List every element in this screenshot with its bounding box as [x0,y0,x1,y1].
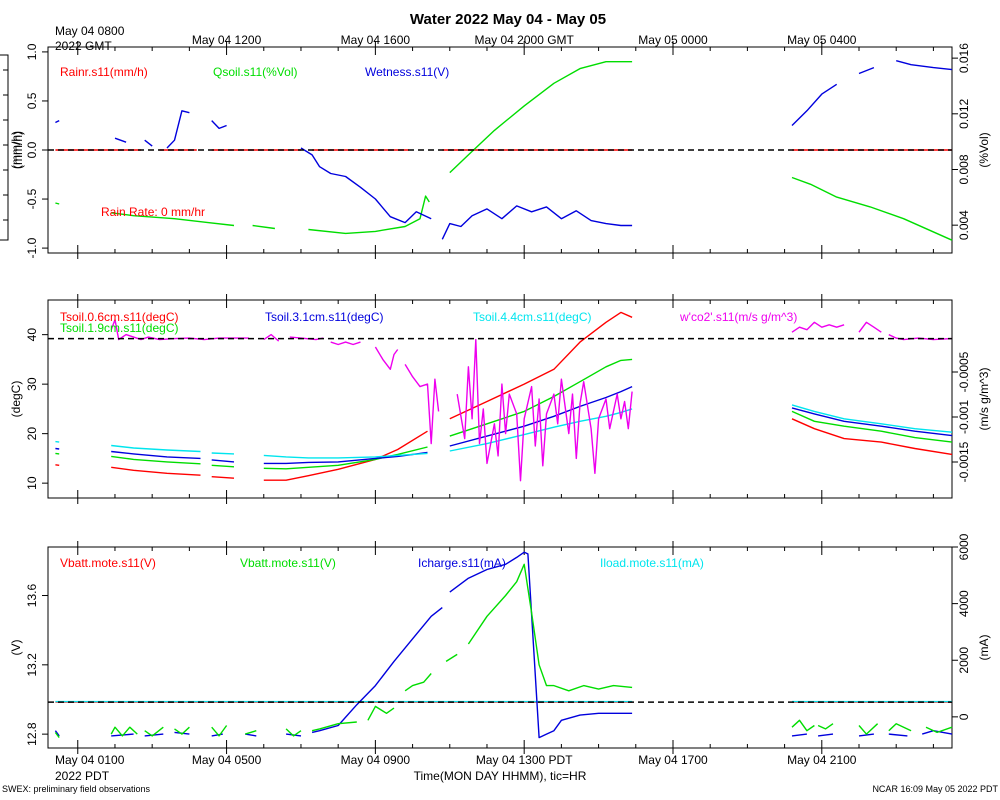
y-tick-label-right: 0.012 [957,98,971,128]
legend-entry: Icharge.s11(mA) [418,556,506,570]
y-axis-label-right: (mA) [977,635,991,661]
y-tick-label-left: 13.6 [25,584,39,608]
legend-entry: Iload.mote.s11(mA) [600,556,704,570]
panel-2-frame [47,299,953,499]
y-tick-label-left: 10 [25,476,39,490]
y-tick-label-left: 12.8 [25,722,39,746]
top-time-label: May 04 2000 GMT [474,33,574,47]
y-tick-label-right: 0 [957,713,971,720]
bottom-time-first-sub: 2022 PDT [55,769,110,783]
bottom-time-label: May 04 0500 [192,753,262,767]
bottom-time-label: May 04 1700 [638,753,708,767]
series-line [55,60,953,240]
y-tick-label-right: 0.008 [957,154,971,184]
bottom-time-label: May 04 2100 [787,753,857,767]
chart-title: Water 2022 May 04 - May 05 [410,11,606,28]
y-tick-label-left: -1.0 [25,237,39,258]
series-line [55,61,953,241]
y-tick-label-right: 0.004 [957,210,971,240]
y-tick-label-left: 1.0 [25,43,39,60]
y-tick-label-left: 0.0 [25,141,39,158]
y-tick-label-right: 6000 [957,533,971,560]
y-tick-label-right: 0.016 [957,43,971,73]
series-line [55,358,953,470]
y-axis-label-right: (m/s g/m^3) [977,368,991,431]
top-time-label: May 04 1600 [341,33,411,47]
series-line [54,563,953,739]
legend-entry: Qsoil.s11(%Vol) [213,65,297,79]
left-edge-frame [0,54,9,241]
y-tick-label-left: -0.5 [25,188,39,209]
footer-right: NCAR 16:09 May 05 2022 PDT [872,784,998,794]
series-line [55,311,953,481]
rain-rate-annotation: Rain Rate: 0 mm/hr [101,205,205,219]
legend-entry: w'co2'.s11(m/s g/m^3) [679,310,797,324]
series-line [55,404,953,459]
top-time-first-sub: 2022 GMT [55,39,112,53]
footer-left: SWEX: preliminary field observations [2,784,151,794]
y-axis-label-left: (degC) [9,381,23,418]
y-tick-label-right: -0.001 [957,400,971,434]
y-tick-label-right: 4000 [957,590,971,617]
legend-entry: Tsoil.0.6cm.s11(degC) [60,310,179,324]
y-axis-label-right: (%Vol) [977,132,991,167]
top-time-label: May 04 1200 [192,33,262,47]
top-time-first-label: May 04 0800 [55,24,125,38]
x-axis-label: Time(MON DAY HHMM), tic=HR [414,769,587,783]
top-time-label: May 05 0400 [787,33,857,47]
left-edge-label: (mm/h) [11,131,25,169]
y-tick-label-right: -0.0015 [957,441,971,482]
legend-entry: Wetness.s11(V) [365,65,449,79]
y-tick-label-left: 0.5 [25,92,39,109]
panel-3-frame [47,546,953,749]
y-tick-label-right: 2000 [957,647,971,674]
bottom-time-label: May 04 0900 [341,753,411,767]
series-line [55,385,953,465]
y-tick-label-left: 30 [25,377,39,391]
legend-entry: Tsoil.3.1cm.s11(degC) [265,310,384,324]
legend-entry: Tsoil.1.9cm.s11(degC) [60,321,179,335]
series-line [110,319,953,482]
bottom-time-first-label: May 04 0100 [55,753,125,767]
y-tick-label-left: 13.2 [25,653,39,677]
y-tick-label-right: -0.0005 [957,351,971,392]
bottom-time-label: May 04 1300 PDT [476,753,573,767]
legend-entry: Vbatt.mote.s11(V) [240,556,336,570]
y-axis-label-left: (V) [9,640,23,656]
y-tick-label-left: 20 [25,427,39,441]
y-tick-label-left: 40 [25,328,39,342]
y-axis-label-left: (mm/h) [9,131,23,169]
top-time-label: May 05 0000 [638,33,708,47]
legend-entry: Rainr.s11(mm/h) [60,65,148,79]
series-line [54,551,953,739]
legend-entry: Tsoil.4.4cm.s11(degC) [473,310,592,324]
legend-entry: Vbatt.mote.s11(V) [60,556,156,570]
